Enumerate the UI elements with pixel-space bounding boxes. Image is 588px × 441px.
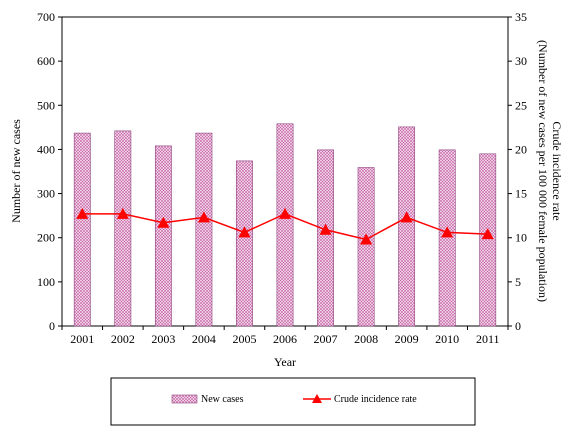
x-tick-label: 2010 [435,332,459,346]
left-tick-label: 0 [49,319,55,333]
bar-2005 [236,160,253,327]
x-tick-label: 2002 [111,332,135,346]
left-tick-label: 600 [37,54,55,68]
rate-marker-2011 [481,228,494,240]
right-axis-title-line1: Crude incidence rate [550,121,564,220]
rate-marker-2010 [441,226,454,238]
x-tick-label: 2004 [192,332,216,346]
rate-marker-2006 [279,207,291,219]
x-axis-title: Year [274,355,296,369]
bar-2003 [154,145,172,327]
legend-label-new-cases: New cases [201,394,244,405]
left-axis-ticks: 0 100 200 300 400 500 600 700 [37,10,62,333]
bar-2004 [195,132,213,327]
right-tick-label: 5 [515,275,521,289]
right-tick-label: 10 [515,231,527,245]
rate-marker-2009 [400,211,413,223]
right-tick-label: 15 [515,187,527,201]
bar-2011 [479,153,497,327]
legend-swatch-marker [312,394,322,403]
right-tick-label: 30 [515,54,527,68]
bars-layer [73,123,497,327]
rate-marker-2002 [116,207,129,219]
x-tick-label: 2001 [70,332,94,346]
right-axis-title-line2: (Number of new cases per 100 000 female … [536,40,550,302]
bar-2008 [357,167,375,327]
x-tick-label: 2007 [314,332,338,346]
rate-marker-2004 [197,211,210,223]
x-tick-label: 2003 [151,332,175,346]
bar-2006 [276,123,294,327]
left-tick-label: 500 [37,98,55,112]
bar-2009 [398,126,416,327]
left-tick-label: 100 [37,275,55,289]
left-tick-label: 300 [37,187,55,201]
x-axis-ticks: 2001 2002 2003 2004 2005 2006 2007 2008 2009 2010… [61,326,509,346]
bar-2010 [438,149,456,327]
x-tick-label: 2008 [354,332,378,346]
left-tick-label: 700 [37,10,55,24]
right-tick-label: 35 [515,10,527,24]
left-tick-label: 200 [37,231,55,245]
x-tick-label: 2011 [476,332,500,346]
rate-marker-2007 [319,223,332,235]
legend: New cases Crude incidence rate [110,377,476,426]
bar-2002 [114,130,132,327]
legend-box [110,377,476,426]
right-tick-label: 0 [515,319,521,333]
bar-2001 [73,132,91,327]
left-axis-title: Number of new cases [9,119,23,223]
rate-marker-2008 [360,233,373,245]
x-tick-label: 2006 [273,332,297,346]
right-axis-ticks: 0 5 10 15 20 25 30 35 [508,10,527,333]
rate-marker-2001 [76,207,89,219]
legend-label-crude-rate: Crude incidence rate [334,394,417,405]
right-tick-label: 20 [515,142,527,156]
x-tick-label: 2005 [232,332,256,346]
rate-marker-2005 [238,226,251,238]
line-layer [76,207,494,245]
rate-marker-2003 [157,216,170,228]
left-tick-label: 400 [37,142,55,156]
right-tick-label: 25 [515,98,527,112]
x-tick-label: 2009 [395,332,419,346]
bar-2007 [317,149,334,327]
legend-swatch-new-cases [171,394,198,404]
